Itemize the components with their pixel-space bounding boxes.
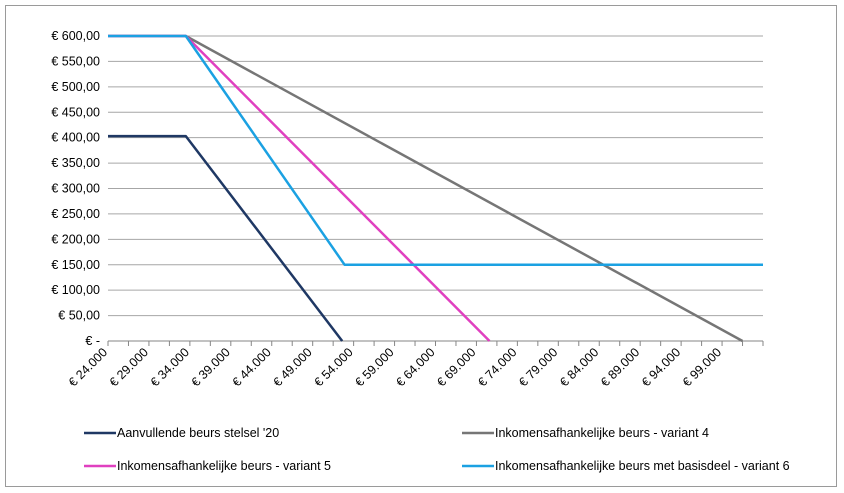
y-tick-label: € 250,00 [51,207,100,221]
x-axis [107,340,764,346]
y-tick-label: € 350,00 [51,156,100,170]
x-tick-label: € 29.000 [107,345,151,389]
chart-frame [5,5,837,487]
y-tick-label: € 600,00 [51,29,100,43]
x-axis-ticks: € 24.000€ 29.000€ 34.000€ 39.000€ 44.000… [66,345,724,389]
series-line-1 [108,134,344,342]
x-tick-label: € 59.000 [352,345,396,389]
y-tick-label: € 300,00 [51,182,100,196]
legend-label-2: Inkomensafhankelijke beurs - variant 4 [495,426,709,440]
legend-label-3: Inkomensafhankelijke beurs - variant 5 [117,459,331,473]
x-tick-label: € 44.000 [230,345,274,389]
x-tick-label: € 94.000 [639,345,683,389]
x-tick-label: € 89.000 [598,345,642,389]
y-tick-label: € 150,00 [51,258,100,272]
x-tick-label: € 39.000 [189,345,233,389]
x-tick-label: € 79.000 [516,345,560,389]
y-tick-label: € 400,00 [51,131,100,145]
legend: Aanvullende beurs stelsel '20 Inkomensafh… [84,426,790,473]
gridlines [108,35,763,317]
x-tick-label: € 69.000 [434,345,478,389]
x-tick-label: € 24.000 [66,345,110,389]
y-tick-label: € 450,00 [51,105,100,119]
y-tick-label: € 200,00 [51,232,100,246]
x-tick-label: € 54.000 [311,345,355,389]
y-axis-ticks: € 600,00 € 550,00 € 500,00 € 450,00 € 400,00… [51,29,100,348]
x-tick-label: € 49.000 [270,345,314,389]
y-tick-label: € 100,00 [51,283,100,297]
y-tick-label: € 500,00 [51,80,100,94]
y-tick-label: € 550,00 [51,54,100,68]
legend-label-4: Inkomensafhankelijke beurs met basisdeel… [495,459,790,473]
x-tick-label: € 64.000 [393,345,437,389]
y-tick-label: € - [85,334,100,348]
x-tick-label: € 74.000 [475,345,519,389]
x-tick-label: € 99.000 [680,345,724,389]
series-lines [108,34,763,343]
series-line-4 [108,34,763,267]
y-tick-label: € 50,00 [58,309,100,323]
x-tick-label: € 34.000 [148,345,192,389]
x-tick-label: € 84.000 [557,345,601,389]
legend-label-1: Aanvullende beurs stelsel '20 [117,426,279,440]
